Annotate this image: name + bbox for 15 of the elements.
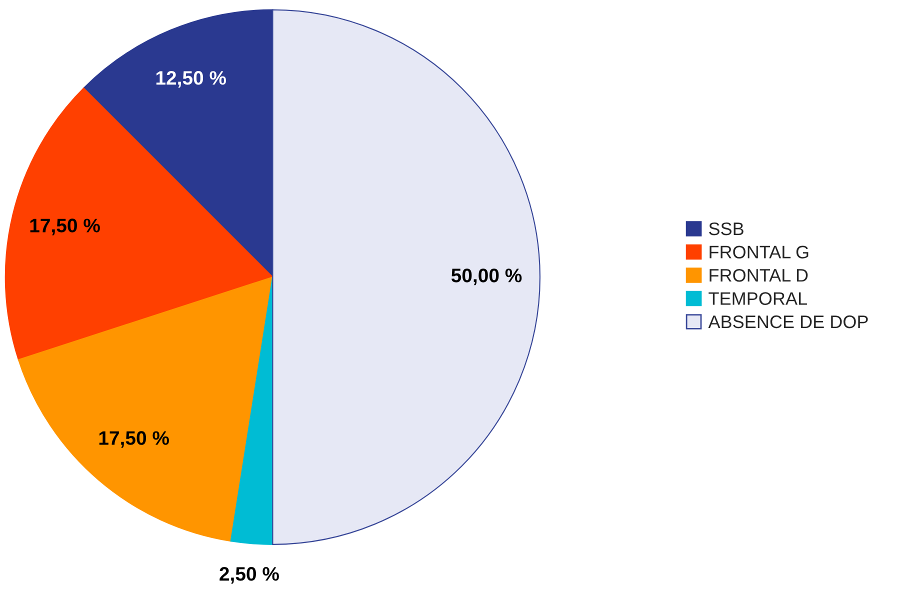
- pie-slice: [4, 88, 274, 360]
- data-label: 17,50 %: [30, 218, 100, 236]
- data-label: 50,00 %: [451, 268, 522, 286]
- data-label: 17,50 %: [99, 431, 169, 448]
- legend-label: FRONTAL G: [710, 246, 808, 258]
- legend-label: SSB: [709, 222, 744, 236]
- legend-label: ABSENCE DE DOP: [708, 315, 868, 328]
- legend-label: FRONTAL D: [710, 268, 808, 282]
- pie-slice: [18, 276, 274, 542]
- pie-slice: [272, 9, 541, 545]
- pie-slice: [83, 9, 274, 278]
- pie-slice: [230, 276, 274, 545]
- data-label: 2,50 %: [220, 567, 279, 584]
- data-label: 12,50 %: [156, 71, 226, 88]
- legend-label: TEMPORAL: [708, 292, 807, 305]
